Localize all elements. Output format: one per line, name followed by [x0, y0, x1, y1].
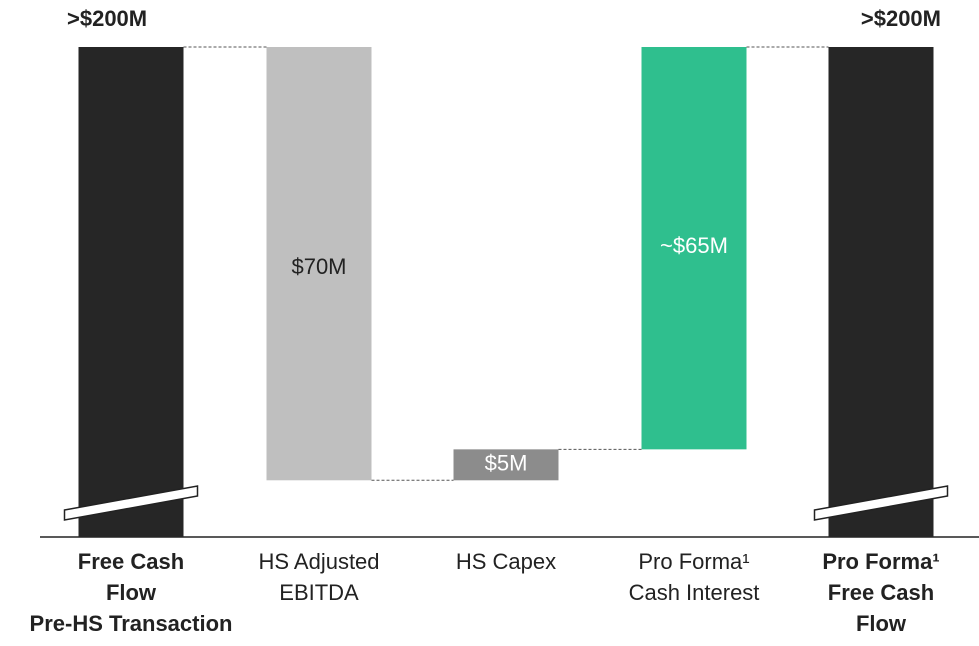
value-label: >$200M [861, 6, 941, 31]
x-tick-label: Flow [106, 580, 157, 605]
x-tick-label: Free Cash [828, 580, 934, 605]
axis-break [63, 485, 199, 521]
bar [641, 47, 747, 450]
x-tick-label: Pro Forma¹ [638, 549, 749, 574]
x-tick-label: Pro Forma¹ [822, 549, 939, 574]
value-label: $70M [291, 254, 346, 279]
x-tick-label: Cash Interest [629, 580, 760, 605]
bar [266, 47, 372, 481]
x-tick-label: Free Cash [78, 549, 184, 574]
bar [453, 449, 559, 481]
x-tick-label: EBITDA [279, 580, 359, 605]
bar [78, 47, 184, 537]
value-label: ~$65M [660, 233, 728, 258]
x-tick-label: Flow [856, 611, 907, 636]
value-label: $5M [485, 451, 528, 476]
bar [828, 47, 934, 537]
x-tick-label: HS Capex [456, 549, 556, 574]
x-tick-label: HS Adjusted [258, 549, 379, 574]
x-tick-label: Pre-HS Transaction [30, 611, 233, 636]
value-label: >$200M [67, 6, 147, 31]
axis-break [813, 485, 949, 521]
